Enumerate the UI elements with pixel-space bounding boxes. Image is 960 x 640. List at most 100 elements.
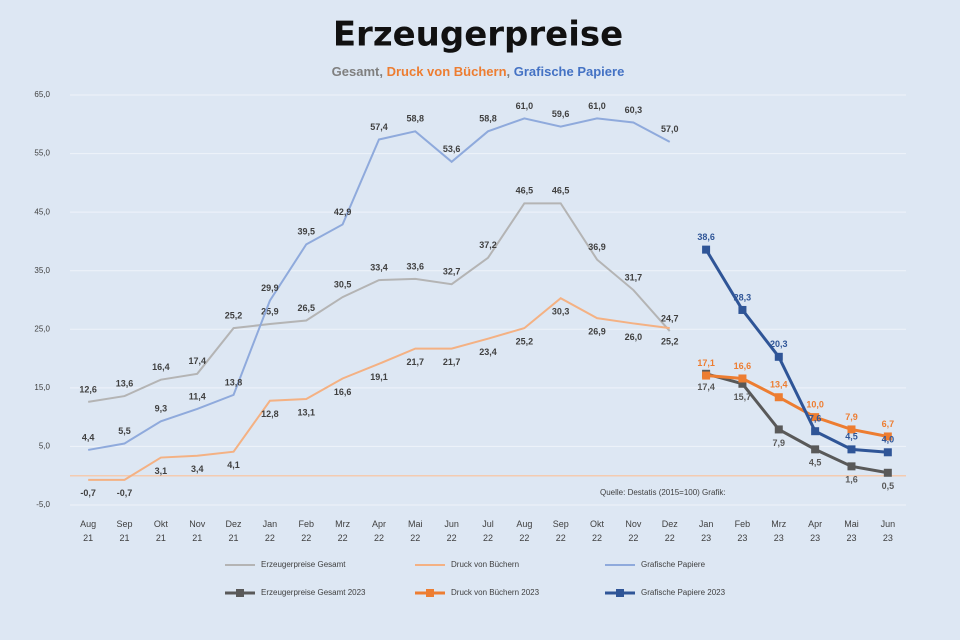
data-label: 6,7 xyxy=(882,419,895,429)
data-label: 20,3 xyxy=(770,339,788,349)
data-label: 26,9 xyxy=(588,327,606,337)
data-label: 58,8 xyxy=(407,114,425,124)
data-label: 13,8 xyxy=(225,377,243,387)
data-label: 33,6 xyxy=(407,261,425,271)
data-label: 32,7 xyxy=(443,267,461,277)
data-label: 57,4 xyxy=(370,122,388,132)
marker xyxy=(702,245,711,254)
x-tick-label: Apr 22 xyxy=(372,519,386,543)
data-label: 60,3 xyxy=(625,105,643,115)
series-line xyxy=(704,248,888,454)
data-label: 21,7 xyxy=(407,357,425,367)
series-line xyxy=(87,117,671,451)
x-tick-label: Mrz 23 xyxy=(771,519,786,543)
x-tick-label: Sep 21 xyxy=(117,519,133,543)
chart-subtitle: Gesamt, Druck von Büchern, Grafische Pap… xyxy=(332,64,625,79)
data-label: 39,5 xyxy=(297,227,315,237)
data-label: 42,9 xyxy=(334,207,352,217)
marker xyxy=(774,425,783,434)
data-label: 28,3 xyxy=(734,292,752,302)
legend-label: Erzeugerpreise Gesamt 2023 xyxy=(261,588,366,597)
x-tick-label: Jun 22 xyxy=(444,519,459,543)
marker xyxy=(811,413,820,422)
data-label: 13,4 xyxy=(770,380,788,390)
series-line xyxy=(705,374,889,438)
data-label: 38,6 xyxy=(697,232,715,242)
data-label: 16,4 xyxy=(152,362,170,372)
data-label: 37,2 xyxy=(479,240,497,250)
data-label: 7,9 xyxy=(773,438,786,448)
series-line xyxy=(705,372,889,475)
data-label: 36,9 xyxy=(588,242,606,252)
data-label: 57,0 xyxy=(661,124,679,134)
marker xyxy=(847,425,856,434)
legend-label: Grafische Papiere 2023 xyxy=(641,588,726,597)
legend-marker xyxy=(616,589,624,597)
marker xyxy=(738,374,747,383)
data-label: 16,6 xyxy=(734,361,752,371)
source: Quelle: Destatis (2015=100) Grafik: xyxy=(600,488,726,497)
marker xyxy=(847,445,856,454)
marker xyxy=(811,445,820,454)
subtitle-part: Gesamt, xyxy=(332,64,387,79)
series-line xyxy=(88,202,671,403)
marker xyxy=(738,379,747,388)
y-tick-label: 45,0 xyxy=(34,207,50,216)
data-label: 4,4 xyxy=(82,432,95,442)
marker xyxy=(847,462,856,471)
data-label: 26,5 xyxy=(297,303,315,313)
marker xyxy=(702,371,711,380)
legend-marker xyxy=(236,589,244,597)
data-label: 13,1 xyxy=(297,407,315,417)
data-label: 25,2 xyxy=(661,336,679,346)
x-tick-label: Jan 22 xyxy=(263,519,278,543)
data-label: 26,0 xyxy=(625,332,643,342)
data-label: 7,6 xyxy=(809,414,822,424)
data-label: 13,6 xyxy=(116,378,134,388)
data-label: 4,0 xyxy=(882,435,895,445)
data-label: -0,7 xyxy=(117,488,133,498)
marker xyxy=(774,393,783,402)
data-label: 10,0 xyxy=(806,400,824,410)
x-tick-label: Dez 21 xyxy=(226,519,243,543)
data-label: 1,6 xyxy=(845,475,858,485)
x-tick-label: Feb 22 xyxy=(299,519,315,543)
data-label: 9,3 xyxy=(155,404,168,414)
data-label: 25,2 xyxy=(516,336,534,346)
data-label: 12,6 xyxy=(79,384,97,394)
y-tick-label: 5,0 xyxy=(39,442,51,451)
x-tick-label: Mrz 22 xyxy=(335,519,350,543)
data-label: 30,5 xyxy=(334,279,352,289)
legend-label: Grafische Papiere xyxy=(641,560,706,569)
data-label: 59,6 xyxy=(552,109,570,119)
data-label: 17,1 xyxy=(697,358,715,368)
subtitle-part: , xyxy=(507,64,514,79)
data-label: 15,7 xyxy=(734,392,752,402)
series-line xyxy=(88,297,670,481)
x-tick-label: Sep 22 xyxy=(553,519,569,543)
x-tick-label: Aug 21 xyxy=(80,519,96,543)
marker xyxy=(883,448,892,457)
marker xyxy=(883,432,892,441)
legend-label: Druck von Büchern 2023 xyxy=(451,588,540,597)
data-label: 31,7 xyxy=(625,272,643,282)
x-tick-label: Jul 22 xyxy=(482,519,494,543)
x-tick-label: Okt 21 xyxy=(154,519,169,543)
data-label: 5,5 xyxy=(118,426,131,436)
y-tick-label: 15,0 xyxy=(34,383,50,392)
data-label: 58,8 xyxy=(479,114,497,124)
y-tick-label: 55,0 xyxy=(34,149,50,158)
data-label: 23,4 xyxy=(479,347,497,357)
x-tick-label: Jan 23 xyxy=(699,519,714,543)
marker xyxy=(738,305,747,314)
x-tick-label: Okt 22 xyxy=(590,519,605,543)
data-label: 17,4 xyxy=(697,382,715,392)
data-label: 25,9 xyxy=(261,306,279,316)
data-label: 19,1 xyxy=(370,372,388,382)
data-label: 0,5 xyxy=(882,481,895,491)
subtitle-part: Druck von Büchern xyxy=(387,64,507,79)
y-tick-label: 35,0 xyxy=(34,266,50,275)
data-label: 3,1 xyxy=(155,466,168,476)
x-tick-label: Apr 23 xyxy=(808,519,822,543)
